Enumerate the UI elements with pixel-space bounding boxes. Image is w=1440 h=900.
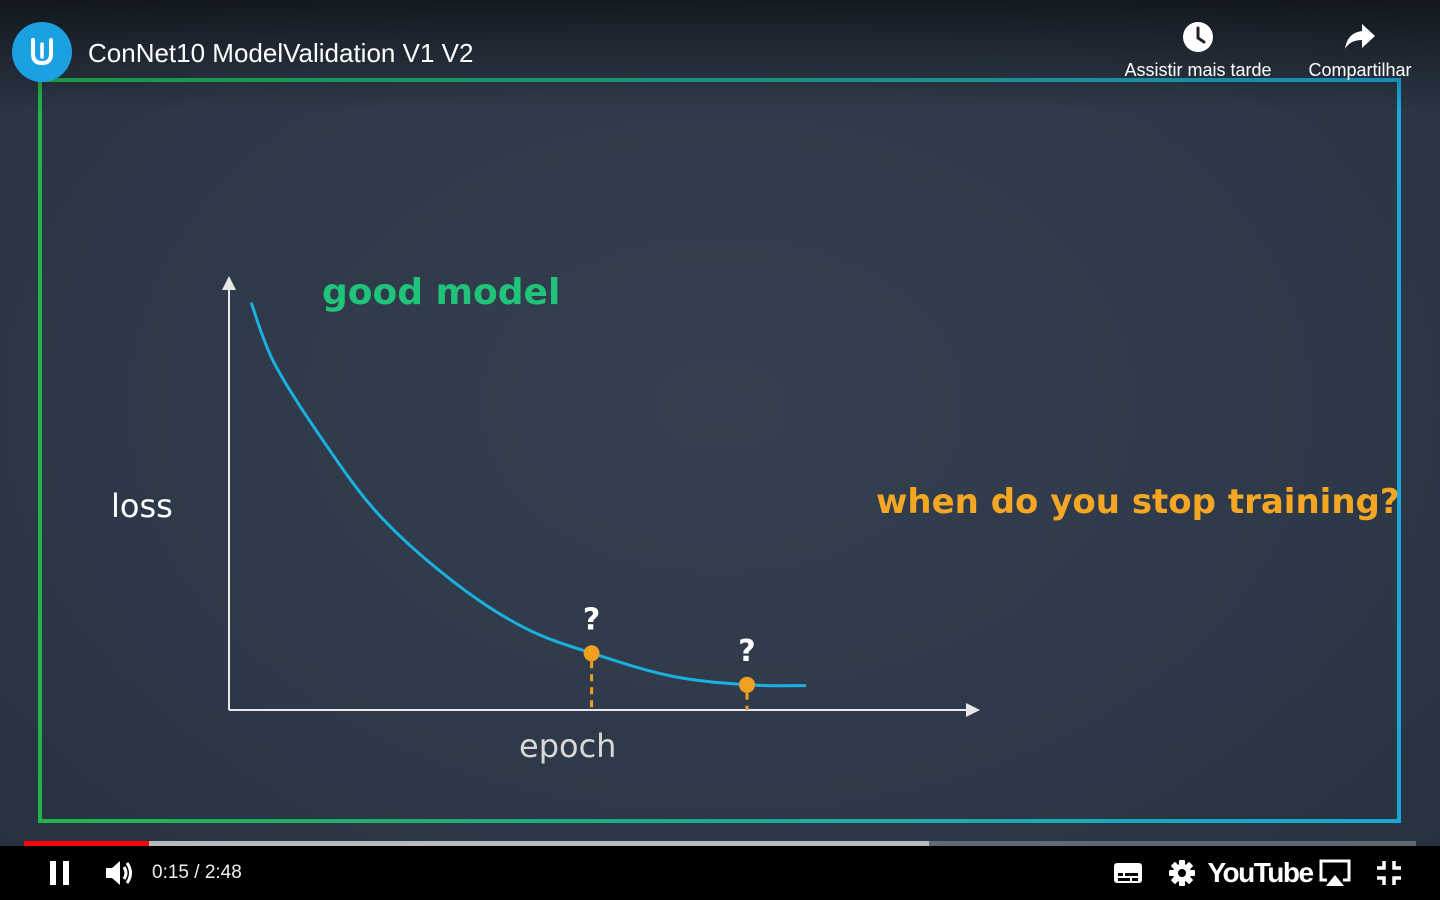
- youtube-logo-text: YouTube: [1207, 857, 1314, 888]
- x-axis-arrow: [966, 703, 980, 717]
- exit-fullscreen-icon: [1377, 861, 1401, 885]
- progress-played: [24, 841, 150, 846]
- y-axis-label: loss: [111, 487, 173, 525]
- question-text: when do you stop training?: [876, 482, 1400, 522]
- progress-buffered: [24, 841, 929, 846]
- watch-later-button[interactable]: Assistir mais tarde: [1110, 20, 1286, 81]
- time-display: 0:15 / 2:48: [152, 846, 242, 900]
- loss-curve: [249, 302, 807, 688]
- exit-fullscreen-button[interactable]: [1366, 846, 1412, 900]
- slide-title: good model: [322, 272, 560, 313]
- watch-later-label: Assistir mais tarde: [1124, 60, 1272, 80]
- marker-label-2: ?: [738, 634, 755, 669]
- youtube-logo[interactable]: YouTube: [1207, 846, 1314, 900]
- video-title[interactable]: ConNet10 ModelValidation V1 V2: [88, 38, 474, 68]
- marker-label-1: ?: [583, 602, 600, 637]
- current-time: 0:15: [152, 862, 189, 883]
- share-button[interactable]: Compartilhar: [1296, 20, 1424, 81]
- annotation-group: ??: [583, 602, 756, 710]
- subtitles-icon: [1114, 863, 1142, 883]
- top-bar: ConNet10 ModelValidation V1 V2 Assistir …: [0, 0, 1440, 110]
- control-bar: 0:15 / 2:48 Y: [0, 846, 1440, 900]
- share-label: Compartilhar: [1308, 60, 1412, 80]
- x-axis-label: epoch: [519, 727, 616, 765]
- duration: 2:48: [204, 862, 242, 883]
- subtitles-button[interactable]: [1106, 846, 1150, 900]
- udacity-logo-icon[interactable]: [12, 22, 72, 82]
- clock-icon: [1183, 22, 1213, 52]
- marker-point-2: [739, 676, 755, 693]
- airplay-button[interactable]: [1312, 846, 1358, 900]
- time-separator: /: [188, 862, 205, 883]
- share-arrow-icon: [1345, 24, 1375, 49]
- gear-icon: [1169, 860, 1195, 886]
- marker-point-1: [583, 645, 600, 662]
- airplay-icon: [1319, 859, 1351, 886]
- volume-icon: [106, 861, 132, 885]
- pause-icon: [50, 861, 69, 885]
- y-axis-arrow: [222, 276, 236, 290]
- pause-button[interactable]: [38, 846, 82, 900]
- volume-button[interactable]: [98, 846, 142, 900]
- progress-bar[interactable]: [24, 841, 1416, 846]
- settings-button[interactable]: [1160, 846, 1204, 900]
